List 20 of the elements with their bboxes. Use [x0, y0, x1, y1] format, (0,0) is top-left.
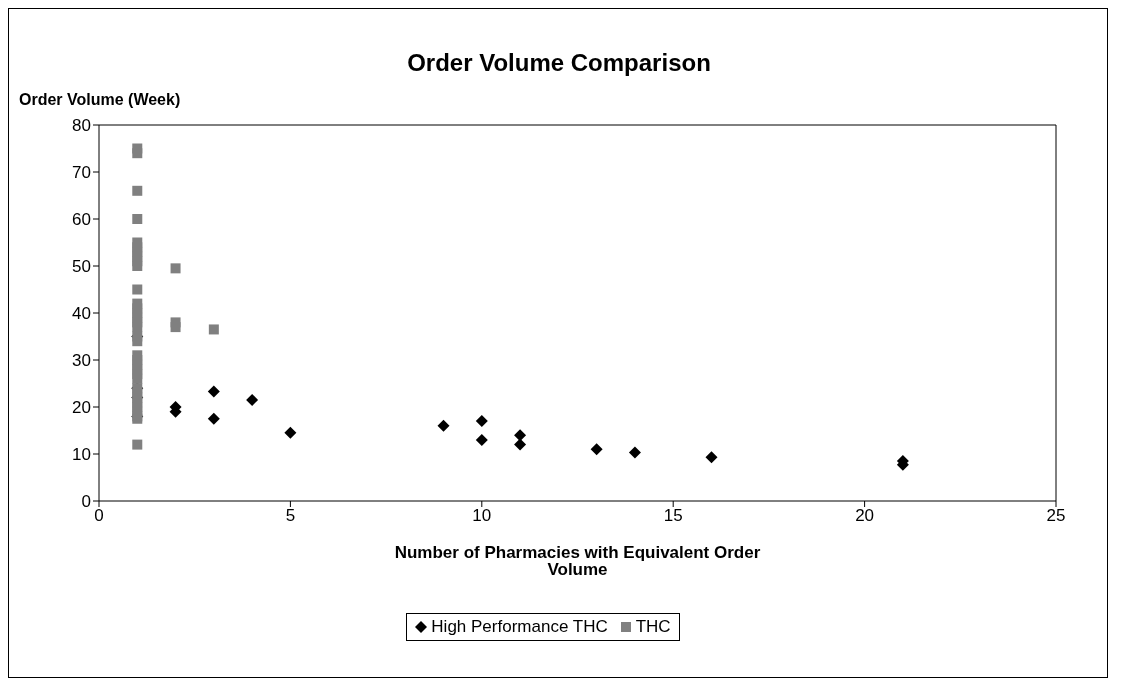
- y-tick-label: 10: [72, 445, 91, 465]
- y-tick-label: 20: [72, 398, 91, 418]
- x-tick-label: 20: [855, 506, 875, 526]
- x-tick-label: 5: [285, 506, 296, 526]
- y-tick-label: 30: [72, 351, 91, 371]
- legend-label: High Performance THC: [430, 617, 608, 637]
- x-tick-label: 10: [472, 506, 492, 526]
- x-tick-label: 25: [1046, 506, 1066, 526]
- y-tick-label: 70: [72, 163, 91, 183]
- legend-label: THC: [634, 617, 671, 637]
- y-tick-label: 80: [72, 116, 91, 136]
- x-tick-label: 15: [663, 506, 683, 526]
- y-tick-label: 60: [72, 210, 91, 230]
- chart-title: Order Volume Comparison: [406, 49, 712, 77]
- y-tick-label: 40: [72, 304, 91, 324]
- y-tick-label: 50: [72, 257, 91, 277]
- y-axis-title: Order Volume (Week): [19, 91, 181, 109]
- x-tick-label: 0: [94, 506, 104, 526]
- y-tick-label: 0: [81, 492, 91, 512]
- x-axis-title: Number of Pharmacies with Equivalent Order Volume: [394, 543, 761, 580]
